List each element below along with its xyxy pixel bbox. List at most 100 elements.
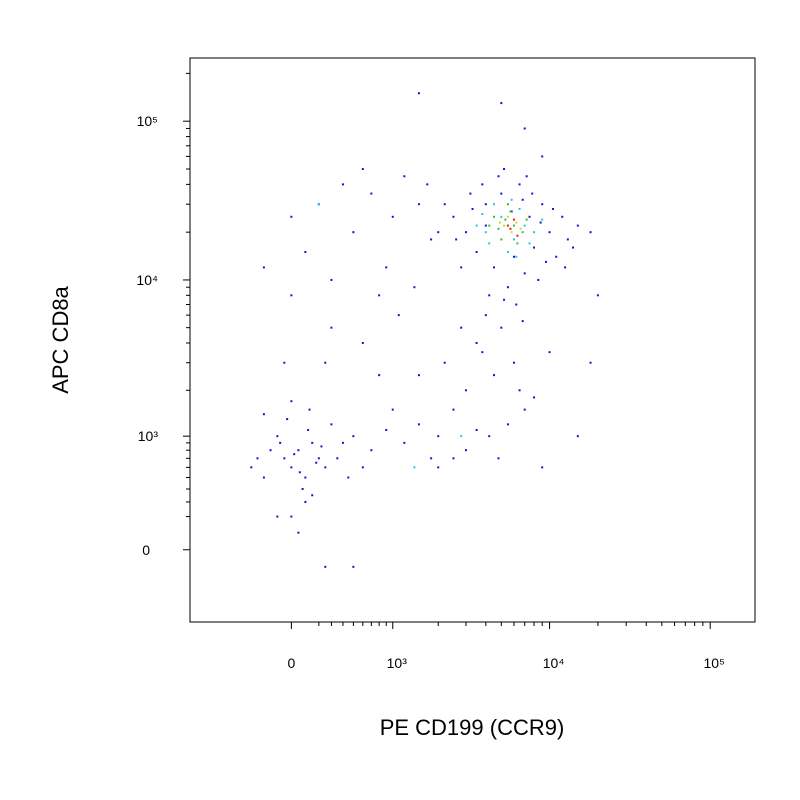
- data-point: [437, 466, 440, 469]
- data-point: [484, 224, 487, 227]
- data-point: [541, 155, 544, 158]
- x-tick-label: 10³: [387, 655, 408, 671]
- data-point: [541, 203, 544, 206]
- data-point: [385, 266, 388, 269]
- data-point: [504, 218, 507, 221]
- data-point: [589, 361, 592, 364]
- data-point: [488, 242, 491, 245]
- data-point: [544, 260, 547, 263]
- data-point: [361, 466, 364, 469]
- data-point: [515, 221, 518, 224]
- data-point: [506, 251, 509, 254]
- data-point: [512, 224, 515, 227]
- data-point: [437, 231, 440, 234]
- data-point: [492, 266, 495, 269]
- data-point: [572, 246, 575, 249]
- data-point: [503, 224, 506, 227]
- data-point: [417, 374, 420, 377]
- data-point: [307, 429, 310, 432]
- x-tick-label: 0: [287, 655, 295, 671]
- data-point: [279, 441, 282, 444]
- data-point: [521, 198, 524, 201]
- data-point: [509, 210, 512, 213]
- data-point: [304, 476, 307, 479]
- data-point: [413, 286, 416, 289]
- data-point: [548, 351, 551, 354]
- data-point: [361, 167, 364, 170]
- data-point: [576, 435, 579, 438]
- data-point: [460, 326, 463, 329]
- data-point: [510, 210, 513, 213]
- data-point: [413, 466, 416, 469]
- data-point: [341, 441, 344, 444]
- data-point: [484, 231, 487, 234]
- data-point: [548, 231, 551, 234]
- data-point: [484, 203, 487, 206]
- data-point: [497, 457, 500, 460]
- data-point: [561, 215, 564, 218]
- data-point: [475, 429, 478, 432]
- data-point: [488, 294, 491, 297]
- data-point: [290, 215, 293, 218]
- data-point: [256, 457, 259, 460]
- data-point: [443, 203, 446, 206]
- data-point: [460, 266, 463, 269]
- data-point: [460, 435, 463, 438]
- data-point: [497, 227, 500, 230]
- data-point: [262, 476, 265, 479]
- data-point: [464, 231, 467, 234]
- y-tick-label: 0: [142, 542, 150, 558]
- data-point: [500, 215, 503, 218]
- data-point: [523, 408, 526, 411]
- data-point: [452, 215, 455, 218]
- data-point: [533, 246, 536, 249]
- data-point: [471, 207, 474, 210]
- data-point: [455, 238, 458, 241]
- data-point: [518, 389, 521, 392]
- data-point: [304, 251, 307, 254]
- y-axis-label: APC CD8a: [48, 285, 73, 393]
- x-axis-label: PE CD199 (CCR9): [380, 715, 565, 740]
- data-point: [528, 215, 531, 218]
- data-point: [370, 192, 373, 195]
- data-point: [290, 466, 293, 469]
- data-point: [497, 175, 500, 178]
- data-point: [469, 192, 472, 195]
- data-point: [509, 227, 512, 230]
- data-point: [512, 255, 515, 258]
- data-point: [286, 418, 289, 421]
- data-point: [528, 242, 531, 245]
- data-point: [503, 167, 506, 170]
- data-point: [512, 361, 515, 364]
- y-tick-label: 10³: [138, 428, 159, 444]
- data-point: [539, 221, 542, 224]
- data-point: [596, 294, 599, 297]
- data-point: [385, 429, 388, 432]
- data-point: [276, 435, 279, 438]
- data-point: [304, 500, 307, 503]
- data-point: [541, 218, 544, 221]
- data-point: [519, 227, 522, 230]
- data-point: [330, 278, 333, 281]
- data-point: [537, 278, 540, 281]
- data-point: [437, 435, 440, 438]
- data-point: [492, 203, 495, 206]
- data-point: [510, 198, 513, 201]
- data-point: [336, 457, 339, 460]
- data-point: [500, 102, 503, 105]
- data-point: [317, 203, 320, 206]
- data-point: [506, 224, 509, 227]
- data-point: [576, 224, 579, 227]
- data-point: [481, 213, 484, 216]
- data-point: [417, 423, 420, 426]
- data-point: [541, 466, 544, 469]
- data-point: [523, 272, 526, 275]
- data-point: [352, 231, 355, 234]
- data-point: [506, 203, 509, 206]
- data-point: [525, 218, 528, 221]
- data-point: [521, 320, 524, 323]
- data-point: [475, 251, 478, 254]
- data-point: [361, 341, 364, 344]
- data-point: [503, 298, 506, 301]
- data-point: [475, 341, 478, 344]
